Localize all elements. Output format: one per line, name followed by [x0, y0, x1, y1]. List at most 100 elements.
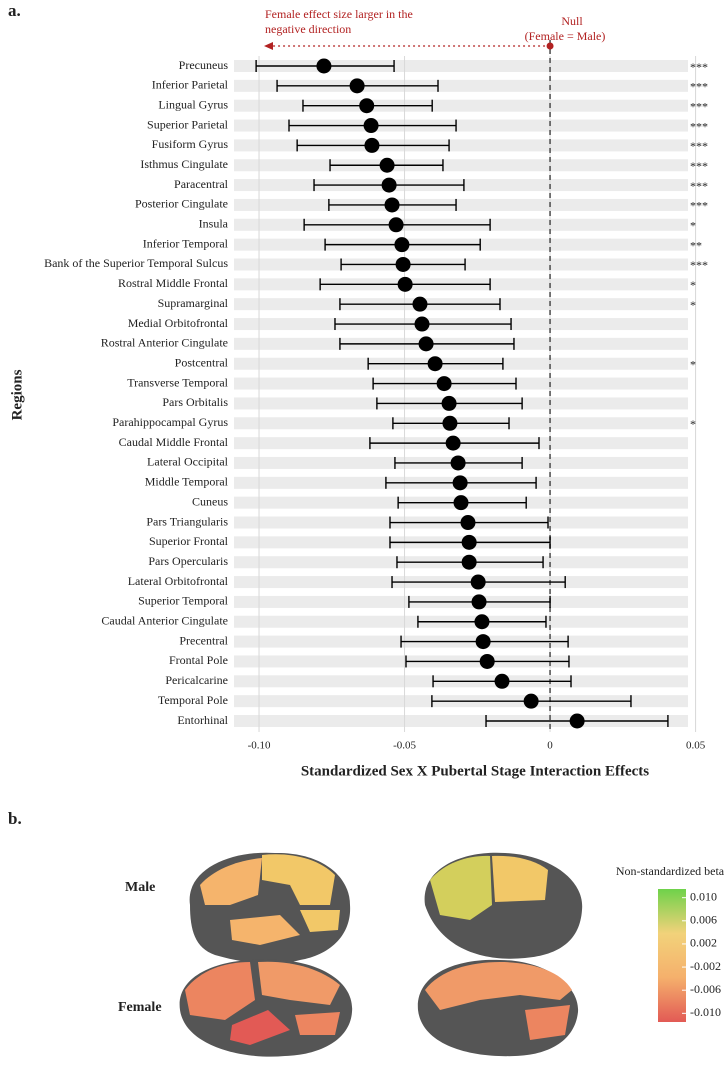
x-tick-label: -0.05	[393, 740, 416, 752]
point	[523, 693, 539, 709]
panel-label: a.	[8, 1, 21, 20]
y-tick-label: Lateral Occipital	[147, 455, 229, 469]
y-tick-label: Fusiform Gyrus	[152, 137, 229, 151]
significance: *	[690, 298, 696, 312]
point	[349, 78, 365, 94]
point	[471, 594, 487, 610]
point	[394, 237, 410, 253]
row-band	[234, 198, 688, 211]
y-tick-label: Superior Temporal	[138, 594, 229, 608]
y-tick-label: Supramarginal	[158, 296, 229, 310]
row-band	[234, 79, 688, 92]
y-tick-label: Posterior Cingulate	[135, 197, 228, 211]
y-tick-label: Paracentral	[174, 177, 229, 191]
x-tick-label: -0.10	[248, 740, 271, 752]
point	[452, 475, 468, 491]
y-tick-label: Caudal Middle Frontal	[119, 435, 229, 449]
y-tick-label: Temporal Pole	[158, 693, 228, 707]
row-band	[234, 159, 688, 172]
y-tick-label: Frontal Pole	[169, 653, 228, 667]
brain-maps	[179, 852, 583, 1057]
row-label: Male	[125, 880, 155, 895]
point	[379, 157, 395, 173]
y-tick-label: Caudal Anterior Cingulate	[101, 614, 228, 628]
y-tick-label: Isthmus Cingulate	[140, 157, 228, 171]
x-tick-label: 0.05	[686, 740, 706, 752]
annotation: Null	[561, 14, 583, 28]
y-tick-label: Rostral Anterior Cingulate	[101, 336, 228, 350]
arrow-dot	[546, 42, 554, 50]
y-tick-label: Superior Parietal	[147, 117, 229, 131]
colorbar-tick-label: 0.006	[690, 913, 717, 927]
colorbar-tick-label: -0.006	[690, 982, 721, 996]
point	[412, 296, 428, 312]
colorbar-tick-label: 0.010	[690, 889, 717, 903]
significance: ***	[690, 80, 708, 94]
y-tick-label: Lateral Orbitofrontal	[128, 574, 229, 588]
point	[474, 614, 490, 630]
point	[569, 713, 585, 729]
point	[450, 455, 466, 471]
significance: *	[690, 357, 696, 371]
point	[381, 177, 397, 193]
row-band	[234, 99, 688, 112]
x-tick-label: 0	[547, 740, 553, 752]
significance: *	[690, 219, 696, 233]
point	[436, 376, 452, 392]
point	[461, 554, 477, 570]
y-tick-label: Precentral	[179, 633, 228, 647]
y-axis-title: Regions	[9, 369, 25, 420]
significance: ***	[690, 60, 708, 74]
point	[441, 395, 457, 411]
y-tick-label: Rostral Middle Frontal	[118, 276, 229, 290]
point	[461, 534, 477, 550]
y-tick-label: Inferior Temporal	[143, 236, 229, 250]
significance: ***	[690, 258, 708, 272]
point	[475, 634, 491, 650]
y-tick-label: Bank of the Superior Temporal Sulcus	[44, 256, 228, 270]
point	[445, 435, 461, 451]
colorbar-tick-label: -0.002	[690, 959, 721, 973]
point	[427, 356, 443, 372]
row-band	[234, 60, 688, 72]
y-tick-label: Transverse Temporal	[127, 375, 228, 389]
point	[384, 197, 400, 213]
y-tick-label: Entorhinal	[177, 713, 228, 727]
y-tick-label: Parahippocampal Gyrus	[112, 415, 228, 429]
arrow-head	[264, 42, 273, 50]
point	[395, 256, 411, 272]
y-tick-label: Pars Triangularis	[146, 514, 228, 528]
point	[363, 118, 379, 134]
point	[414, 316, 430, 332]
colorbar-tick-label: -0.010	[690, 1005, 721, 1019]
y-tick-label: Pars Orbitalis	[162, 395, 228, 409]
annotation: (Female = Male)	[525, 29, 606, 43]
y-tick-label: Precuneus	[179, 58, 229, 72]
y-tick-label: Lingual Gyrus	[158, 97, 228, 111]
point	[494, 673, 510, 689]
y-tick-label: Superior Frontal	[149, 534, 229, 548]
y-tick-label: Pars Opercularis	[148, 554, 228, 568]
point	[388, 217, 404, 233]
y-tick-label: Cuneus	[192, 494, 228, 508]
annotation: negative direction	[265, 22, 351, 36]
point	[359, 98, 375, 114]
y-tick-label: Middle Temporal	[145, 475, 229, 489]
y-tick-label: Pericalcarine	[165, 673, 228, 687]
point	[470, 574, 486, 590]
significance: ***	[690, 99, 708, 113]
colorbar-tick-label: 0.002	[690, 936, 717, 950]
y-tick-label: Insula	[199, 217, 229, 231]
significance: *	[690, 278, 696, 292]
colorbar-title: Non-standardized beta	[616, 864, 725, 878]
panel-label: b.	[8, 809, 22, 828]
annotation: Female effect size larger in the	[265, 7, 413, 21]
significance: ***	[690, 179, 708, 193]
point	[418, 336, 434, 352]
significance: ***	[690, 159, 708, 173]
point	[364, 137, 380, 153]
colorbar	[658, 889, 686, 1022]
point	[453, 495, 469, 511]
significance: ***	[690, 139, 708, 153]
